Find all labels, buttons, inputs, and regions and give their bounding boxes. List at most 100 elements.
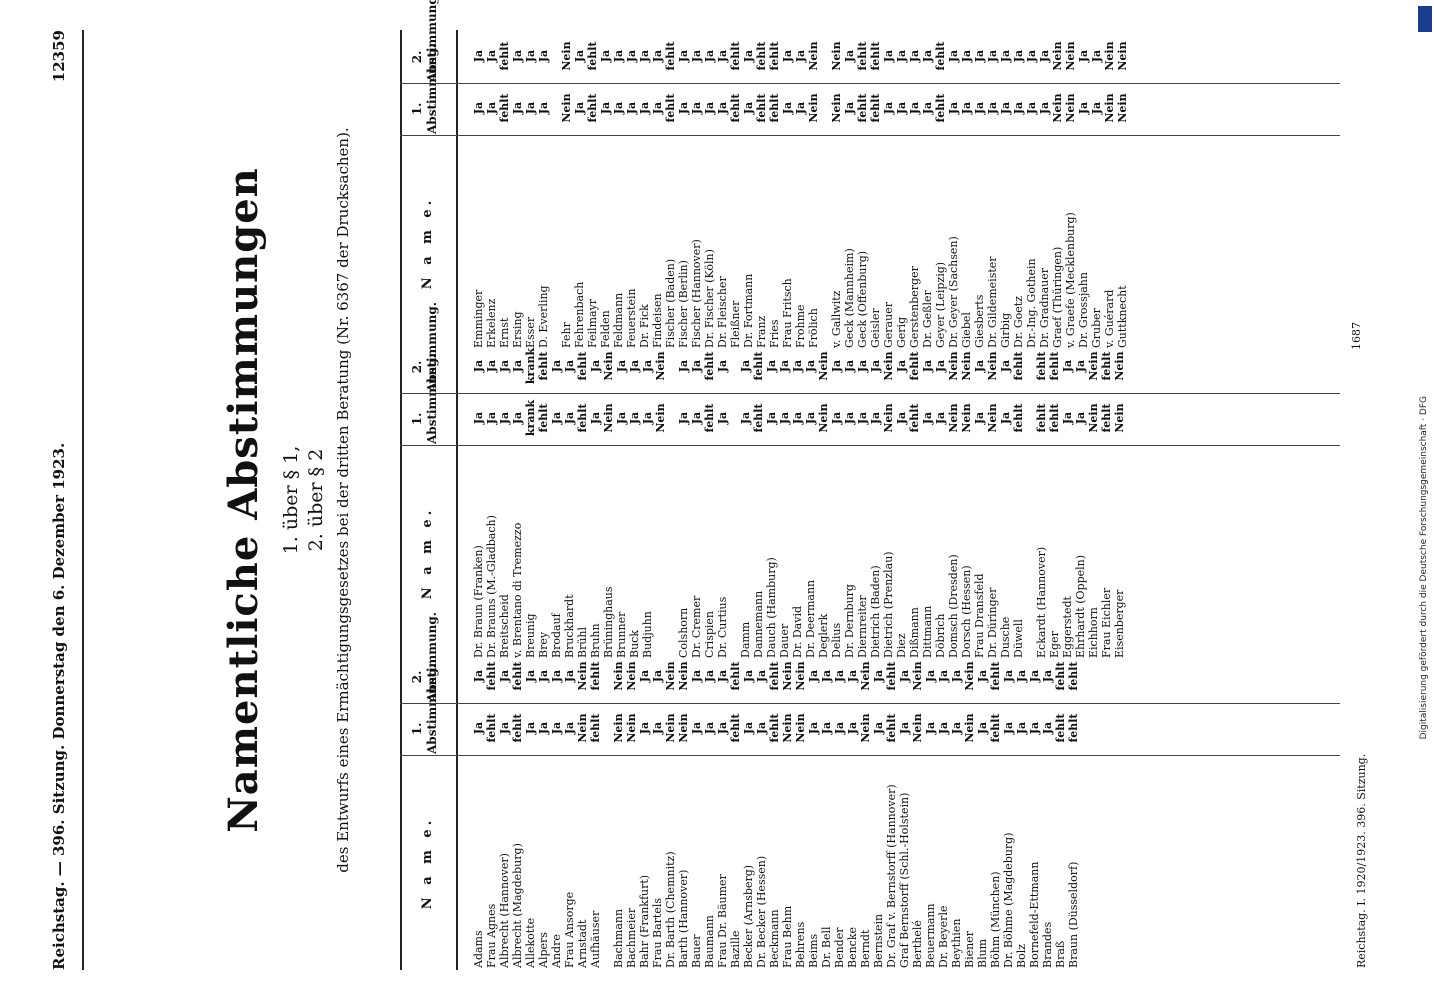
table-row: Franz fehlt fehlt: [755, 30, 768, 350]
page-title: Namentliche Abstimmungen: [220, 167, 267, 833]
table-row: Geck (Mannheim) Ja Ja: [843, 30, 856, 350]
member-name: Buck: [628, 630, 641, 658]
table-row: Beuermann Ja Ja: [924, 650, 937, 970]
member-name: Dusche: [999, 616, 1012, 658]
vote-1: Ja: [1074, 411, 1087, 425]
table-row: Dr. Fortmann Ja Ja: [742, 30, 755, 350]
table-row: Findeisen Ja Ja: [651, 30, 664, 350]
member-name: Graf Bernstorff (Schl.-Holstein): [898, 792, 911, 968]
table-row: Eggerstedt Ja Ja: [1061, 340, 1074, 660]
vote-1: fehlt: [1012, 403, 1025, 433]
digitization-strip: Digitalisierung gefördert durch die Deut…: [1418, 6, 1432, 996]
table-row: Bachmann Nein Nein: [612, 650, 625, 970]
member-name: Frau Behm: [781, 905, 794, 968]
vote-1: Nein: [830, 93, 843, 123]
vote-2: fehlt: [586, 41, 599, 71]
member-name: Döbrich: [934, 613, 947, 658]
member-name: Beckmann: [768, 909, 781, 968]
table-row: Behrens Nein Nein: [794, 650, 807, 970]
table-row: Dr. Braun (Franken) Ja Ja: [472, 340, 485, 660]
header-text: Reichstag. — 396. Sitzung. Donnerstag de…: [50, 442, 68, 970]
member-name: Fischer (Berlin): [677, 260, 690, 348]
vote-2: Nein: [560, 41, 573, 71]
vote-1: Nein: [1113, 403, 1126, 433]
member-name: Gerig: [895, 316, 908, 348]
member-name: Ehrhardt (Oppeln): [1074, 554, 1087, 658]
member-name: Biener: [963, 931, 976, 968]
rotated-page: Reichstag. — 396. Sitzung. Donnerstag de…: [30, 0, 1390, 1000]
vote-2: Ja: [1025, 49, 1038, 63]
vote-1: Ja: [794, 101, 807, 115]
table-row: Dorsch (Hessen) Nein Nein: [960, 340, 973, 660]
member-name: v. Brentano di Tremezzo: [511, 522, 524, 658]
table-row: Eichhorn Nein Nein: [1087, 340, 1100, 660]
vote-1: Nein: [664, 713, 677, 743]
vote-2: fehlt: [768, 41, 781, 71]
vote-1: Ja: [537, 721, 550, 735]
vote-1: Ja: [843, 101, 856, 115]
member-name: Delius: [830, 622, 843, 658]
vote-1: Ja: [898, 721, 911, 735]
vote-1: fehlt: [729, 713, 742, 743]
vote-1: Ja: [651, 101, 664, 115]
member-name: Böhm (München): [989, 871, 1002, 968]
vote-2: Ja: [973, 49, 986, 63]
member-name: Fries: [768, 319, 781, 348]
table-row: Bruckhardt Ja Ja: [563, 340, 576, 660]
member-name: Erkelenz: [485, 298, 498, 348]
member-name: Brodauf: [550, 613, 563, 658]
vote-2: Ja: [1012, 49, 1025, 63]
vote-1: Ja: [921, 411, 934, 425]
member-name: Feilmayr: [586, 298, 599, 348]
member-name: Dr.-Ing. Gothein: [1025, 258, 1038, 348]
vote-1: Ja: [973, 101, 986, 115]
vote-1: fehlt: [511, 713, 524, 743]
member-name: Bahr (Frankfurt): [638, 874, 651, 968]
vote-2: Ja: [703, 49, 716, 63]
vote-1: fehlt: [1035, 403, 1048, 433]
table-row: Dißmann fehlt fehlt: [908, 340, 921, 660]
vote-1: Nein: [781, 713, 794, 743]
table-row: Dietrich (Baden) Ja Ja: [869, 340, 882, 660]
member-name: Dr. Geßler: [921, 290, 934, 348]
header-name: N a m e.: [420, 816, 435, 910]
table-row: Geisler fehlt fehlt: [869, 30, 882, 350]
table-row: Breitscheid Ja Ja: [498, 340, 511, 660]
vote-1: Nein: [576, 713, 589, 743]
member-name: Dorsch (Hessen): [960, 565, 973, 658]
vote-1: Ja: [856, 411, 869, 425]
vote-2: Ja: [1077, 49, 1090, 63]
table-row: Giebel Ja Ja: [960, 30, 973, 350]
vote-1: fehlt: [768, 713, 781, 743]
table-row: Bencke Ja Ja: [846, 650, 859, 970]
vote-1: Ja: [1090, 101, 1103, 115]
member-name: Frau Fritsch: [781, 278, 794, 348]
member-name: Frohme: [794, 304, 807, 348]
member-name: Fleißner: [729, 300, 742, 348]
member-name: D. Everling: [537, 285, 550, 348]
member-name: Geisler: [869, 308, 882, 348]
member-name: Dr. Goetz: [1012, 296, 1025, 348]
vote-1: Ja: [846, 721, 859, 735]
vote-1: Ja: [1002, 721, 1015, 735]
vote-1: Ja: [755, 721, 768, 735]
table-row: Nein Nein: [654, 340, 667, 660]
member-name: Fischer (Hannover): [690, 239, 703, 348]
table-row: Frau Ansorge Ja Ja: [563, 650, 576, 970]
member-name: Bazille: [729, 930, 742, 968]
table-row: Dr. David Ja Ja: [791, 340, 804, 660]
member-name: Brühl: [576, 626, 589, 658]
vote-1: Nein: [1103, 93, 1116, 123]
table-row: Andre Ja Ja: [550, 650, 563, 970]
table-row: D. Everling Ja Ja: [537, 30, 550, 350]
vote-1: Ja: [869, 411, 882, 425]
table-row: Graf Bernstorff (Schl.-Holstein) Ja Ja: [898, 650, 911, 970]
vote-1: Ja: [472, 411, 485, 425]
member-name: Bruckhardt: [563, 594, 576, 658]
table-row: Alpers Ja Ja: [537, 650, 550, 970]
member-name: Frau Dransfeld: [973, 573, 986, 658]
table-row: Dr. Graf v. Bernstorff (Hannover) fehlt fe…: [885, 650, 898, 970]
vote-1: Nein: [602, 403, 615, 433]
vote-1: fehlt: [989, 713, 1002, 743]
table-row: Dr. Fick Ja Ja: [638, 30, 651, 350]
